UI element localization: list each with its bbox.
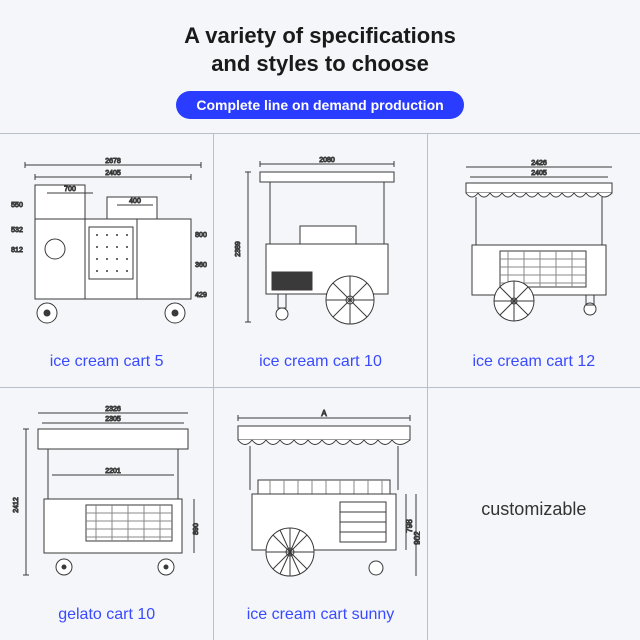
svg-text:800: 800: [195, 232, 207, 239]
cell-cart-12: 2426 2405: [427, 133, 640, 387]
svg-text:2201: 2201: [105, 468, 121, 475]
cell-cart-5: 2678 2405 700 400: [0, 133, 213, 387]
svg-text:550: 550: [11, 202, 23, 209]
title-line-1: A variety of specifications: [184, 23, 456, 48]
svg-text:2678: 2678: [105, 158, 121, 165]
product-grid: 2678 2405 700 400: [0, 133, 640, 640]
svg-text:400: 400: [129, 198, 141, 205]
customizable-label: customizable: [481, 499, 586, 520]
svg-text:2405: 2405: [531, 170, 547, 177]
svg-text:2412: 2412: [13, 497, 20, 513]
cell-cart-sunny: A: [213, 387, 426, 640]
label-cart-sunny: ice cream cart sunny: [247, 606, 395, 624]
label-gelato-10: gelato cart 10: [58, 606, 155, 624]
svg-text:532: 532: [11, 227, 23, 234]
product-spec-page: A variety of specifications and styles t…: [0, 0, 640, 640]
diagram-cart-12: 2426 2405: [434, 142, 634, 347]
svg-text:360: 360: [195, 262, 207, 269]
cell-cart-10: 2080: [213, 133, 426, 387]
svg-text:A: A: [322, 409, 328, 418]
label-cart-10: ice cream cart 10: [259, 353, 382, 371]
svg-text:890: 890: [193, 523, 200, 535]
svg-text:2405: 2405: [105, 170, 121, 177]
diagram-gelato-10: 2326 2305 2201: [6, 396, 207, 601]
label-cart-5: ice cream cart 5: [50, 353, 164, 371]
svg-text:2389: 2389: [235, 241, 242, 257]
badge: Complete line on demand production: [176, 91, 463, 119]
svg-text:2426: 2426: [531, 160, 547, 167]
page-title: A variety of specifications and styles t…: [10, 22, 630, 77]
header: A variety of specifications and styles t…: [0, 0, 640, 133]
title-line-2: and styles to choose: [211, 51, 429, 76]
diagram-cart-sunny: A: [220, 396, 420, 601]
svg-text:429: 429: [195, 292, 207, 299]
svg-text:700: 700: [64, 186, 76, 193]
svg-text:2080: 2080: [320, 157, 336, 164]
cell-customizable: customizable: [427, 387, 640, 640]
svg-text:812: 812: [11, 247, 23, 254]
svg-text:902: 902: [413, 531, 420, 545]
diagram-cart-5: 2678 2405 700 400: [6, 142, 207, 347]
svg-text:2326: 2326: [105, 406, 121, 413]
svg-text:798: 798: [405, 519, 414, 533]
svg-text:2305: 2305: [105, 416, 121, 423]
diagram-cart-10: 2080: [220, 142, 420, 347]
label-cart-12: ice cream cart 12: [472, 353, 595, 371]
cell-gelato-10: 2326 2305 2201: [0, 387, 213, 640]
